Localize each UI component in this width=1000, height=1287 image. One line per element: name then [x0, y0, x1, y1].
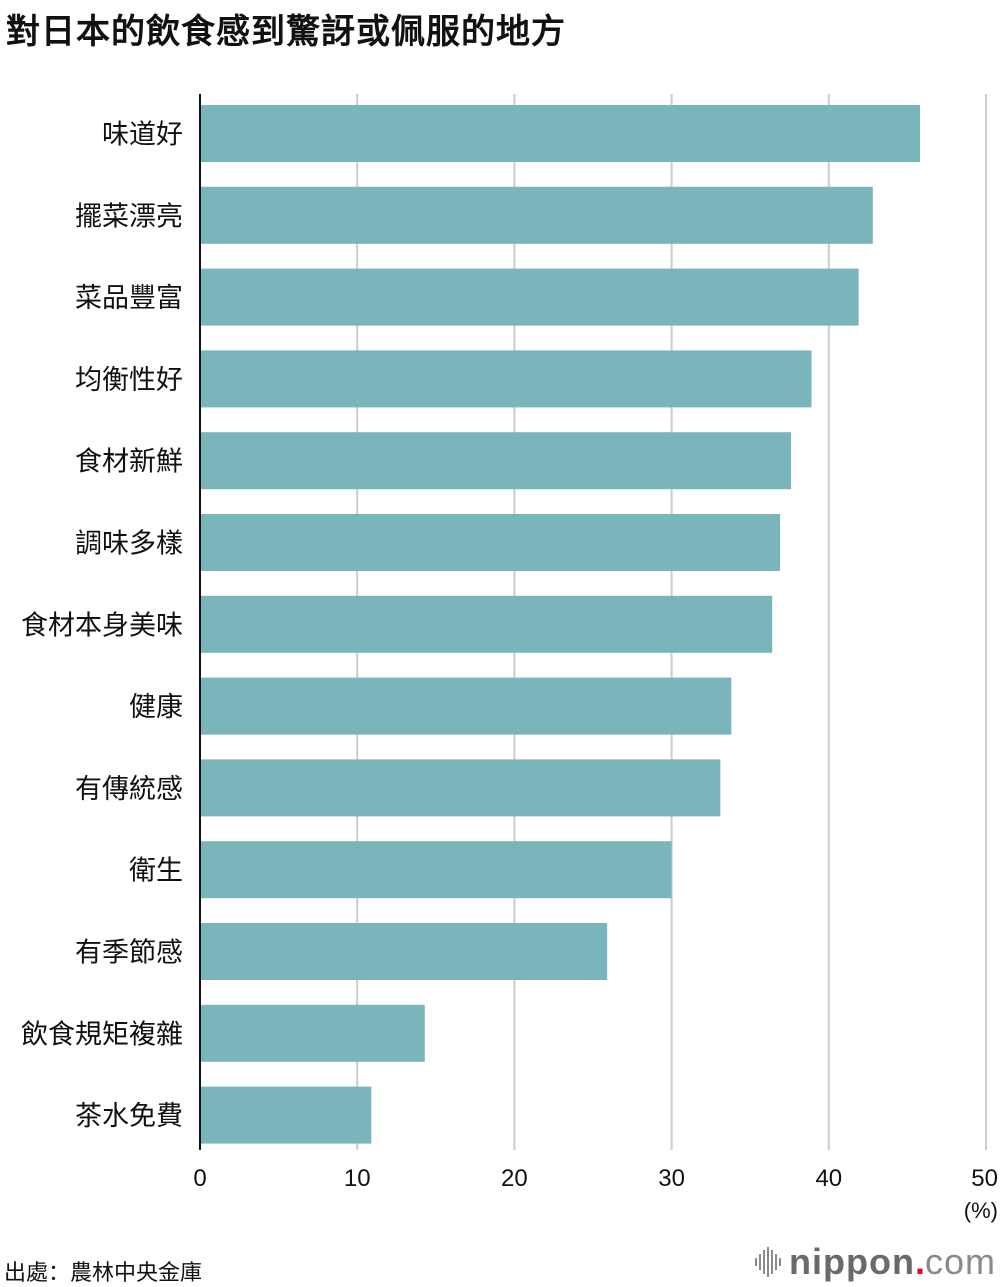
bar-12: [200, 1004, 425, 1062]
bar-10: [200, 841, 672, 899]
category-label-3: 菜品豐富: [75, 283, 183, 314]
category-label-4: 均衡性好: [75, 365, 183, 396]
category-label-7: 食材本身美味: [21, 610, 183, 641]
x-tick-label-30: 30: [658, 1165, 685, 1192]
brand-logo: nippon. com: [755, 1241, 996, 1282]
bar-2: [200, 186, 873, 244]
x-tick-label-20: 20: [501, 1165, 528, 1192]
bar-7: [200, 595, 773, 653]
chart-title: 對日本的飲食感到驚訝或佩服的地方: [6, 12, 566, 52]
bar-8: [200, 677, 732, 735]
category-label-13: 茶水免費: [75, 1101, 183, 1132]
category-label-9: 有傳統感: [75, 774, 183, 805]
category-label-2: 擺菜漂亮: [75, 201, 183, 232]
category-label-5: 食材新鮮: [75, 447, 183, 478]
x-axis-unit: (%): [964, 1198, 998, 1223]
bar-3: [200, 268, 859, 326]
bar-5: [200, 432, 792, 490]
x-tick-label-10: 10: [344, 1165, 371, 1192]
brand-name: nippon: [789, 1241, 915, 1282]
category-label-10: 衛生: [129, 856, 183, 887]
category-label-1: 味道好: [102, 120, 183, 151]
x-tick-label-40: 40: [815, 1165, 842, 1192]
category-labels: 味道好擺菜漂亮菜品豐富均衡性好食材新鮮調味多樣食材本身美味健康有傳統感衛生有季節…: [21, 120, 183, 1133]
category-label-11: 有季節感: [75, 938, 183, 969]
source-note: 出處：農林中央金庫: [4, 1261, 203, 1286]
bar-9: [200, 759, 721, 817]
bar-1: [200, 105, 920, 162]
x-axis-ticks: 0 10 20 30 40 50: [193, 1165, 998, 1192]
bar-13: [200, 1086, 372, 1144]
x-tick-label-50: 50: [971, 1165, 998, 1192]
brand-dot: .: [914, 1241, 925, 1282]
bars: [200, 105, 920, 1144]
nippon-waveform-icon: [755, 1247, 782, 1277]
bar-6: [200, 514, 781, 571]
category-label-12: 飲食規矩複雜: [21, 1019, 183, 1050]
bar-11: [200, 923, 608, 980]
bar-4: [200, 350, 812, 408]
x-tick-label-0: 0: [193, 1165, 206, 1192]
category-label-8: 健康: [129, 692, 183, 723]
category-label-6: 調味多樣: [75, 529, 183, 560]
brand-tld: com: [924, 1241, 996, 1282]
